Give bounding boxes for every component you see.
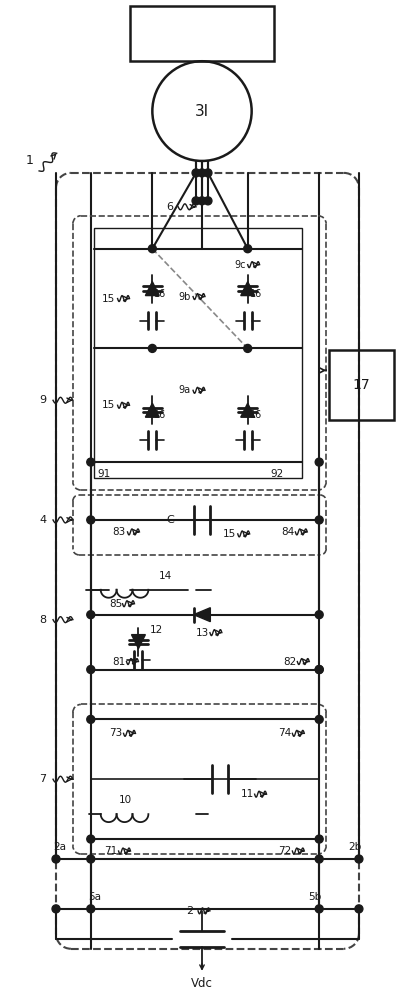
Circle shape	[87, 666, 95, 674]
Text: 85: 85	[109, 599, 122, 609]
Circle shape	[192, 169, 200, 177]
Text: 9c: 9c	[234, 260, 246, 270]
Text: 71: 71	[104, 846, 117, 856]
Text: 16: 16	[250, 289, 262, 299]
Circle shape	[87, 611, 95, 619]
Text: 11: 11	[241, 789, 254, 799]
Text: Vdc: Vdc	[191, 977, 213, 990]
Text: 16: 16	[154, 410, 166, 420]
Text: 5a: 5a	[88, 892, 101, 902]
Text: 81: 81	[112, 657, 125, 667]
Circle shape	[198, 169, 206, 177]
Text: C: C	[166, 515, 174, 525]
Text: 14: 14	[159, 571, 172, 581]
Text: 9b: 9b	[178, 292, 190, 302]
Text: 6: 6	[167, 202, 174, 212]
Text: 15: 15	[102, 294, 115, 304]
Text: 16: 16	[250, 410, 262, 420]
Circle shape	[204, 169, 212, 177]
Polygon shape	[241, 282, 255, 296]
Polygon shape	[145, 282, 159, 296]
Text: 13: 13	[196, 628, 208, 638]
Text: 2: 2	[187, 906, 194, 916]
Circle shape	[87, 715, 95, 723]
Circle shape	[87, 835, 95, 843]
Text: 3l: 3l	[195, 104, 209, 119]
Text: 4: 4	[40, 515, 47, 525]
Polygon shape	[194, 608, 210, 622]
Circle shape	[52, 855, 60, 863]
Text: 15: 15	[102, 400, 115, 410]
Circle shape	[198, 197, 206, 205]
Text: 12: 12	[150, 625, 163, 635]
Circle shape	[315, 611, 323, 619]
Polygon shape	[131, 635, 145, 649]
Circle shape	[315, 666, 323, 674]
Circle shape	[315, 715, 323, 723]
Text: 7: 7	[40, 774, 47, 784]
Text: 9a: 9a	[178, 385, 190, 395]
Circle shape	[87, 458, 95, 466]
Text: 72: 72	[278, 846, 291, 856]
Circle shape	[244, 245, 252, 253]
Polygon shape	[145, 403, 159, 417]
Text: 5b: 5b	[309, 892, 322, 902]
Circle shape	[355, 905, 363, 913]
Bar	[94, 228, 302, 478]
Text: 10: 10	[119, 795, 132, 805]
Text: 2b: 2b	[348, 842, 362, 852]
Text: 2a: 2a	[53, 842, 67, 852]
Text: 82: 82	[283, 657, 296, 667]
Circle shape	[355, 855, 363, 863]
Circle shape	[315, 516, 323, 524]
Text: 73: 73	[109, 728, 122, 738]
Bar	[130, 6, 274, 61]
Text: 91: 91	[97, 469, 110, 479]
Circle shape	[52, 905, 60, 913]
Text: 1: 1	[25, 154, 33, 167]
Circle shape	[204, 197, 212, 205]
Text: 16: 16	[154, 289, 166, 299]
Circle shape	[315, 666, 323, 674]
Text: 83: 83	[112, 527, 125, 537]
Circle shape	[315, 905, 323, 913]
Text: 84: 84	[281, 527, 294, 537]
Text: 74: 74	[278, 728, 291, 738]
Text: 15: 15	[223, 529, 236, 539]
Text: 8: 8	[40, 615, 47, 625]
Circle shape	[87, 516, 95, 524]
Circle shape	[87, 855, 95, 863]
Circle shape	[315, 458, 323, 466]
Circle shape	[244, 344, 252, 352]
Circle shape	[87, 905, 95, 913]
Circle shape	[315, 855, 323, 863]
Circle shape	[148, 245, 156, 253]
Circle shape	[148, 344, 156, 352]
Polygon shape	[241, 403, 255, 417]
Text: 92: 92	[271, 469, 284, 479]
Text: 9: 9	[40, 395, 47, 405]
Circle shape	[192, 197, 200, 205]
Text: 17: 17	[352, 378, 370, 392]
Bar	[329, 350, 393, 420]
Circle shape	[315, 835, 323, 843]
